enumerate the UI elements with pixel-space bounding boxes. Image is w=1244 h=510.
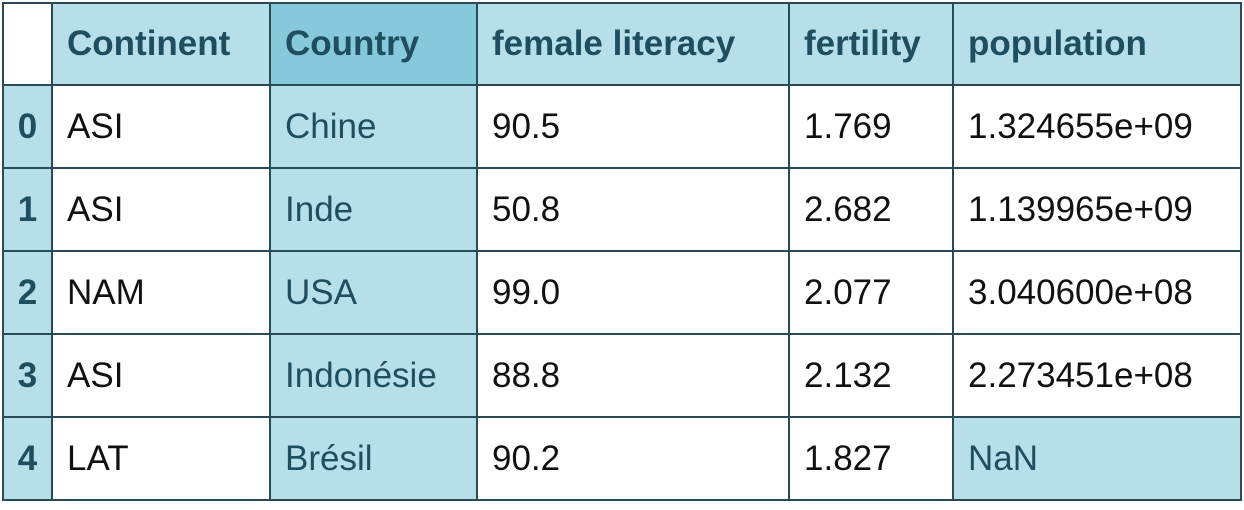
row-index: 1: [2, 167, 53, 252]
table-row: 4 LAT Brésil 90.2 1.827 NaN: [2, 416, 1242, 501]
cell-population: 1.139965e+09: [952, 167, 1242, 252]
column-header-country[interactable]: Country: [269, 2, 478, 86]
cell-country: Inde: [269, 167, 478, 252]
column-header-fertility[interactable]: fertility: [788, 2, 954, 86]
row-index: 0: [2, 84, 53, 169]
row-index: 4: [2, 416, 53, 501]
column-header-continent[interactable]: Continent: [51, 2, 271, 86]
cell-female-literacy: 88.8: [476, 333, 790, 418]
cell-continent: NAM: [51, 250, 271, 335]
cell-country: Brésil: [269, 416, 478, 501]
cell-continent: LAT: [51, 416, 271, 501]
cell-female-literacy: 90.5: [476, 84, 790, 169]
cell-continent: ASI: [51, 333, 271, 418]
cell-fertility: 2.132: [788, 333, 954, 418]
row-index: 3: [2, 333, 53, 418]
cell-fertility: 1.827: [788, 416, 954, 501]
column-header-population[interactable]: population: [952, 2, 1242, 86]
cell-country: Indonésie: [269, 333, 478, 418]
cell-population: 1.324655e+09: [952, 84, 1242, 169]
cell-female-literacy: 50.8: [476, 167, 790, 252]
row-index: 2: [2, 250, 53, 335]
column-header-female-literacy[interactable]: female literacy: [476, 2, 790, 86]
index-header: [2, 2, 53, 86]
table-row: 1 ASI Inde 50.8 2.682 1.139965e+09: [2, 167, 1242, 252]
cell-fertility: 1.769: [788, 84, 954, 169]
cell-fertility: 2.682: [788, 167, 954, 252]
cell-female-literacy: 90.2: [476, 416, 790, 501]
cell-continent: ASI: [51, 167, 271, 252]
cell-continent: ASI: [51, 84, 271, 169]
table-row: 2 NAM USA 99.0 2.077 3.040600e+08: [2, 250, 1242, 335]
cell-population: 2.273451e+08: [952, 333, 1242, 418]
table-row: 3 ASI Indonésie 88.8 2.132 2.273451e+08: [2, 333, 1242, 418]
cell-population-nan: NaN: [952, 416, 1242, 501]
cell-population: 3.040600e+08: [952, 250, 1242, 335]
cell-fertility: 2.077: [788, 250, 954, 335]
header-row: Continent Country female literacy fertil…: [2, 2, 1242, 86]
cell-country: Chine: [269, 84, 478, 169]
cell-country: USA: [269, 250, 478, 335]
dataframe-table: Continent Country female literacy fertil…: [2, 2, 1242, 501]
table-row: 0 ASI Chine 90.5 1.769 1.324655e+09: [2, 84, 1242, 169]
cell-female-literacy: 99.0: [476, 250, 790, 335]
